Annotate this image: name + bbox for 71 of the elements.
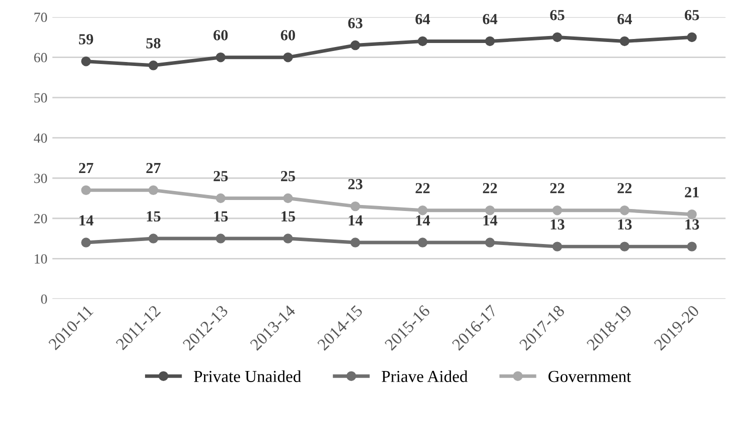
data-label: 15: [282, 211, 296, 222]
data-label: 15: [146, 211, 160, 222]
point: [148, 185, 158, 196]
data-label: 21: [684, 187, 699, 198]
point: [283, 193, 293, 204]
point: [350, 238, 360, 248]
data-label: 22: [482, 183, 497, 194]
point: [485, 238, 495, 248]
point: [216, 234, 226, 244]
data-label: 65: [550, 10, 564, 20]
y-tick-label: 40: [34, 133, 47, 143]
data-label: 15: [214, 211, 228, 222]
point: [81, 56, 91, 66]
point: [620, 36, 630, 46]
point: [620, 242, 630, 252]
point: [283, 234, 293, 244]
point: [350, 201, 360, 212]
y-tick-label: 10: [34, 254, 47, 264]
y-tick-label: 70: [34, 12, 47, 22]
data-label: 14: [484, 215, 498, 226]
point: [687, 242, 697, 252]
data-label: 27: [79, 162, 94, 174]
data-label: 22: [416, 183, 430, 194]
data-label: 13: [685, 219, 700, 230]
point: [552, 32, 562, 42]
point: [418, 205, 428, 216]
data-label: 60: [280, 30, 296, 40]
data-label: 27: [146, 162, 161, 174]
y-tick-label: 20: [34, 214, 47, 224]
point: [418, 238, 428, 248]
legend-label: Priave Aided: [382, 370, 468, 382]
point: [350, 40, 360, 50]
data-label: 13: [550, 219, 564, 230]
data-label: 25: [280, 170, 296, 182]
data-label: 59: [78, 34, 94, 44]
point: [485, 36, 495, 46]
data-label: 64: [617, 14, 632, 24]
y-tick-label: 60: [34, 52, 47, 62]
data-label: 64: [416, 14, 430, 24]
point: [552, 205, 562, 216]
data-label: 63: [348, 18, 362, 28]
point: [418, 36, 428, 46]
y-tick-label: 0: [41, 294, 47, 304]
y-tick-label: 50: [34, 93, 47, 103]
data-label: 65: [684, 10, 699, 20]
point: [283, 52, 293, 62]
legend-label: Government: [548, 370, 632, 382]
y-tick-label: 30: [34, 174, 47, 184]
point: [687, 209, 697, 220]
data-label: 64: [482, 14, 498, 24]
data-label: 23: [348, 179, 362, 190]
data-label: 13: [618, 219, 632, 230]
legend-label: Private Unaided: [194, 370, 302, 382]
point: [81, 238, 91, 248]
data-label: 14: [348, 215, 363, 226]
data-label: 14: [80, 215, 94, 226]
data-label: 22: [618, 183, 632, 194]
data-label: 60: [214, 30, 228, 40]
data-label: 22: [550, 183, 564, 194]
data-label: 25: [214, 170, 228, 182]
point: [81, 185, 91, 196]
point: [216, 193, 226, 204]
point: [620, 205, 630, 216]
data-label: 58: [146, 38, 160, 48]
point: [216, 52, 226, 62]
point: [148, 60, 158, 70]
point: [148, 234, 158, 244]
data-label: 14: [416, 215, 430, 226]
point: [485, 205, 495, 216]
point: [552, 242, 562, 252]
point: [687, 32, 697, 42]
